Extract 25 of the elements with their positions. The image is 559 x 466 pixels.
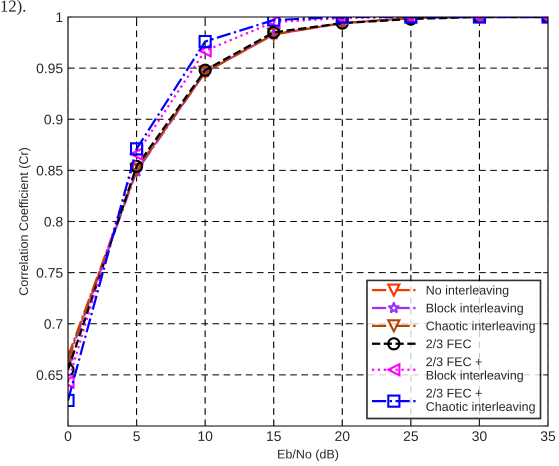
y-tick-label: 0.65 bbox=[36, 370, 63, 380]
y-tick-label: 0.85 bbox=[36, 166, 63, 176]
legend-label: 2/3 FEC + Chaotic interleaving bbox=[426, 388, 535, 414]
x-tick-label: 20 bbox=[335, 431, 350, 442]
legend-label: 2/3 FEC + Block interleaving bbox=[426, 357, 523, 382]
y-axis-title: Correlation Coefficient (Cr) bbox=[18, 148, 31, 296]
legend-label: 2/3 FEC bbox=[426, 339, 472, 348]
x-tick-label: 15 bbox=[267, 431, 281, 442]
x-tick-label: 5 bbox=[133, 431, 140, 442]
y-tick-label: 0.8 bbox=[44, 216, 63, 227]
legend-label: Chaotic interleaving bbox=[426, 321, 535, 333]
legend-label: Block interleaving bbox=[426, 303, 523, 315]
x-tick-label: 0 bbox=[64, 431, 72, 442]
y-tick-label: 0.9 bbox=[44, 114, 62, 124]
text: 12). bbox=[1, 0, 26, 16]
x-tick-label: 25 bbox=[404, 431, 418, 442]
y-tick-label: 0.7 bbox=[44, 319, 62, 329]
y-tick-label: 0.95 bbox=[36, 63, 63, 74]
legend-label: No interleaving bbox=[426, 285, 508, 298]
x-tick-label: 30 bbox=[472, 431, 487, 442]
y-tick-label: 0.75 bbox=[36, 268, 63, 278]
x-axis-title: Eb/No (dB) bbox=[278, 449, 338, 462]
y-tick-label: 1 bbox=[56, 12, 62, 22]
x-tick-label: 35 bbox=[540, 431, 556, 442]
x-tick-label: 10 bbox=[198, 431, 212, 442]
